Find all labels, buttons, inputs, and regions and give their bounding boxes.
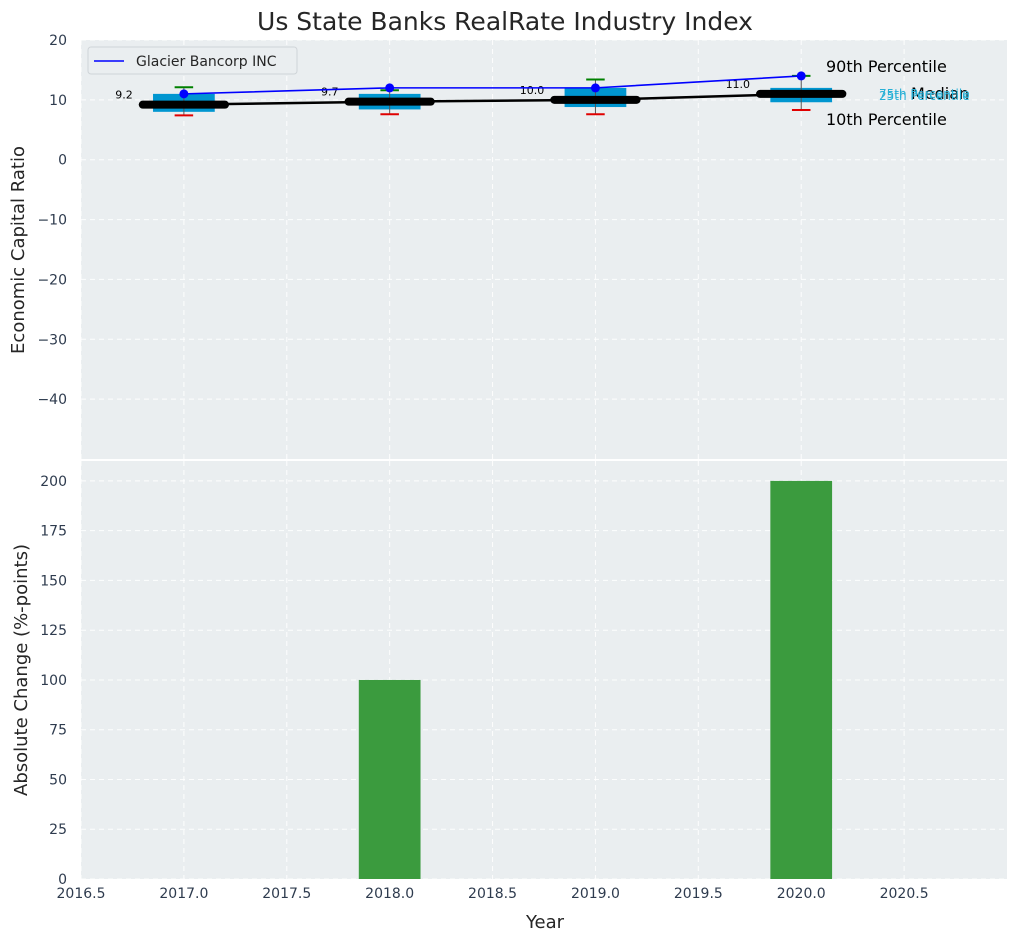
legend-frame — [87, 46, 298, 75]
top-y-axis-label: Economic Capital Ratio — [8, 146, 29, 354]
x-tick-label: 2018.0 — [365, 886, 414, 902]
top-y-tick-label: −30 — [37, 332, 67, 348]
x-tick-label: 2016.5 — [57, 886, 106, 902]
bottom-y-tick-label: 125 — [40, 623, 67, 639]
glacier-point — [796, 71, 806, 81]
top-y-tick-label: −10 — [37, 213, 67, 229]
median-value-label: 9.7 — [321, 86, 339, 99]
glacier-point — [385, 83, 395, 93]
bottom-y-ticks: 0 25 50 75 100 125 150 175 200 — [40, 474, 67, 888]
bottom-x-ticks: 2016.5 2017.0 2017.5 2018.0 2018.5 2019.0 2019… — [57, 886, 929, 902]
top-y-tick-label: 0 — [58, 153, 67, 169]
glacier-point — [590, 83, 600, 93]
bottom-y-tick-label: 100 — [40, 673, 67, 689]
annotation-p75: 75th Percentile — [879, 87, 970, 101]
top-y-tick-label: 20 — [49, 33, 67, 49]
bottom-bars — [358, 480, 833, 879]
top-plot-area — [81, 40, 1007, 459]
legend-label-glacier: Glacier Bancorp INC — [136, 54, 277, 70]
top-lines — [179, 71, 806, 106]
bottom-y-tick-label: 0 — [58, 872, 67, 888]
glacier-point — [179, 89, 189, 99]
annotation-p10: 10th Percentile — [826, 110, 947, 129]
x-tick-label: 2017.0 — [159, 886, 208, 902]
x-tick-label: 2018.5 — [468, 886, 517, 902]
median-value-label: 11.0 — [726, 78, 751, 91]
x-tick-label: 2020.0 — [777, 886, 826, 902]
legend: Glacier Bancorp INC — [87, 46, 298, 75]
annotation-median: Median — [911, 84, 969, 103]
x-tick-label: 2019.5 — [674, 886, 723, 902]
chart-title: Us State Banks RealRate Industry Index — [257, 7, 753, 36]
annotation-p90: 90th Percentile — [826, 57, 947, 76]
bottom-y-tick-label: 175 — [40, 524, 67, 540]
median-value-label: 10.0 — [520, 84, 545, 97]
top-y-ticks: 20 10 0 −10 −20 −30 −40 — [37, 33, 67, 408]
x-tick-label: 2019.0 — [571, 886, 620, 902]
x-tick-label: 2017.5 — [262, 886, 311, 902]
change-bar — [358, 679, 421, 879]
median-value-label: 9.2 — [115, 89, 133, 102]
annotation-p25: 25th Percentile — [879, 89, 970, 103]
bottom-y-tick-label: 75 — [49, 723, 67, 739]
bottom-y-tick-label: 50 — [49, 772, 67, 788]
top-grid — [80, 39, 1007, 459]
top-y-tick-label: 10 — [49, 93, 67, 109]
x-tick-label: 2020.5 — [880, 886, 929, 902]
bottom-y-tick-label: 25 — [49, 822, 67, 838]
glacier-line — [183, 75, 802, 95]
bottom-grid — [80, 461, 1007, 880]
x-axis-label: Year — [525, 912, 565, 933]
top-y-tick-label: −40 — [37, 392, 67, 408]
bottom-plot-area — [81, 461, 1007, 879]
top-annotations: 90th Percentile Median 10th Percentile 7… — [826, 57, 970, 129]
change-bar — [770, 480, 833, 879]
bottom-y-axis-label: Absolute Change (%-points) — [11, 544, 32, 796]
bottom-y-tick-label: 150 — [40, 573, 67, 589]
bottom-y-tick-label: 200 — [40, 474, 67, 490]
median-line — [183, 92, 802, 106]
top-y-tick-label: −20 — [37, 272, 67, 288]
